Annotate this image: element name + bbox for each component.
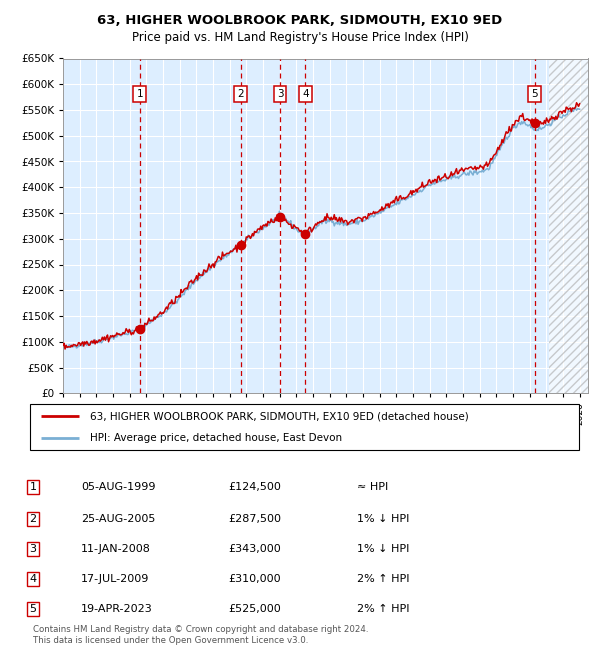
- Text: 19-APR-2023: 19-APR-2023: [81, 604, 153, 614]
- Text: £124,500: £124,500: [228, 482, 281, 492]
- Text: 5: 5: [29, 604, 37, 614]
- Text: 63, HIGHER WOOLBROOK PARK, SIDMOUTH, EX10 9ED (detached house): 63, HIGHER WOOLBROOK PARK, SIDMOUTH, EX1…: [91, 411, 469, 421]
- Text: 11-JAN-2008: 11-JAN-2008: [81, 544, 151, 554]
- Text: 2: 2: [29, 514, 37, 524]
- Text: £310,000: £310,000: [228, 574, 281, 584]
- Text: 17-JUL-2009: 17-JUL-2009: [81, 574, 149, 584]
- Text: 5: 5: [532, 88, 538, 99]
- Text: HPI: Average price, detached house, East Devon: HPI: Average price, detached house, East…: [91, 433, 343, 443]
- Text: 2: 2: [237, 88, 244, 99]
- Text: Price paid vs. HM Land Registry's House Price Index (HPI): Price paid vs. HM Land Registry's House …: [131, 31, 469, 44]
- Bar: [549, 58, 588, 393]
- Text: 3: 3: [29, 544, 37, 554]
- Bar: [549, 58, 588, 393]
- Text: £343,000: £343,000: [228, 544, 281, 554]
- Text: 4: 4: [302, 88, 308, 99]
- Text: ≈ HPI: ≈ HPI: [357, 482, 388, 492]
- Text: £287,500: £287,500: [228, 514, 281, 524]
- Text: 2% ↑ HPI: 2% ↑ HPI: [357, 574, 409, 584]
- Text: 4: 4: [29, 574, 37, 584]
- Text: 25-AUG-2005: 25-AUG-2005: [81, 514, 155, 524]
- Text: 1% ↓ HPI: 1% ↓ HPI: [357, 514, 409, 524]
- Text: 1% ↓ HPI: 1% ↓ HPI: [357, 544, 409, 554]
- Text: £525,000: £525,000: [228, 604, 281, 614]
- Text: 1: 1: [136, 88, 143, 99]
- Text: 3: 3: [277, 88, 283, 99]
- Text: 05-AUG-1999: 05-AUG-1999: [81, 482, 155, 492]
- Text: 2% ↑ HPI: 2% ↑ HPI: [357, 604, 409, 614]
- Text: Contains HM Land Registry data © Crown copyright and database right 2024.
This d: Contains HM Land Registry data © Crown c…: [33, 625, 368, 645]
- FancyBboxPatch shape: [30, 404, 579, 450]
- Text: 1: 1: [29, 482, 37, 492]
- Text: 63, HIGHER WOOLBROOK PARK, SIDMOUTH, EX10 9ED: 63, HIGHER WOOLBROOK PARK, SIDMOUTH, EX1…: [97, 14, 503, 27]
